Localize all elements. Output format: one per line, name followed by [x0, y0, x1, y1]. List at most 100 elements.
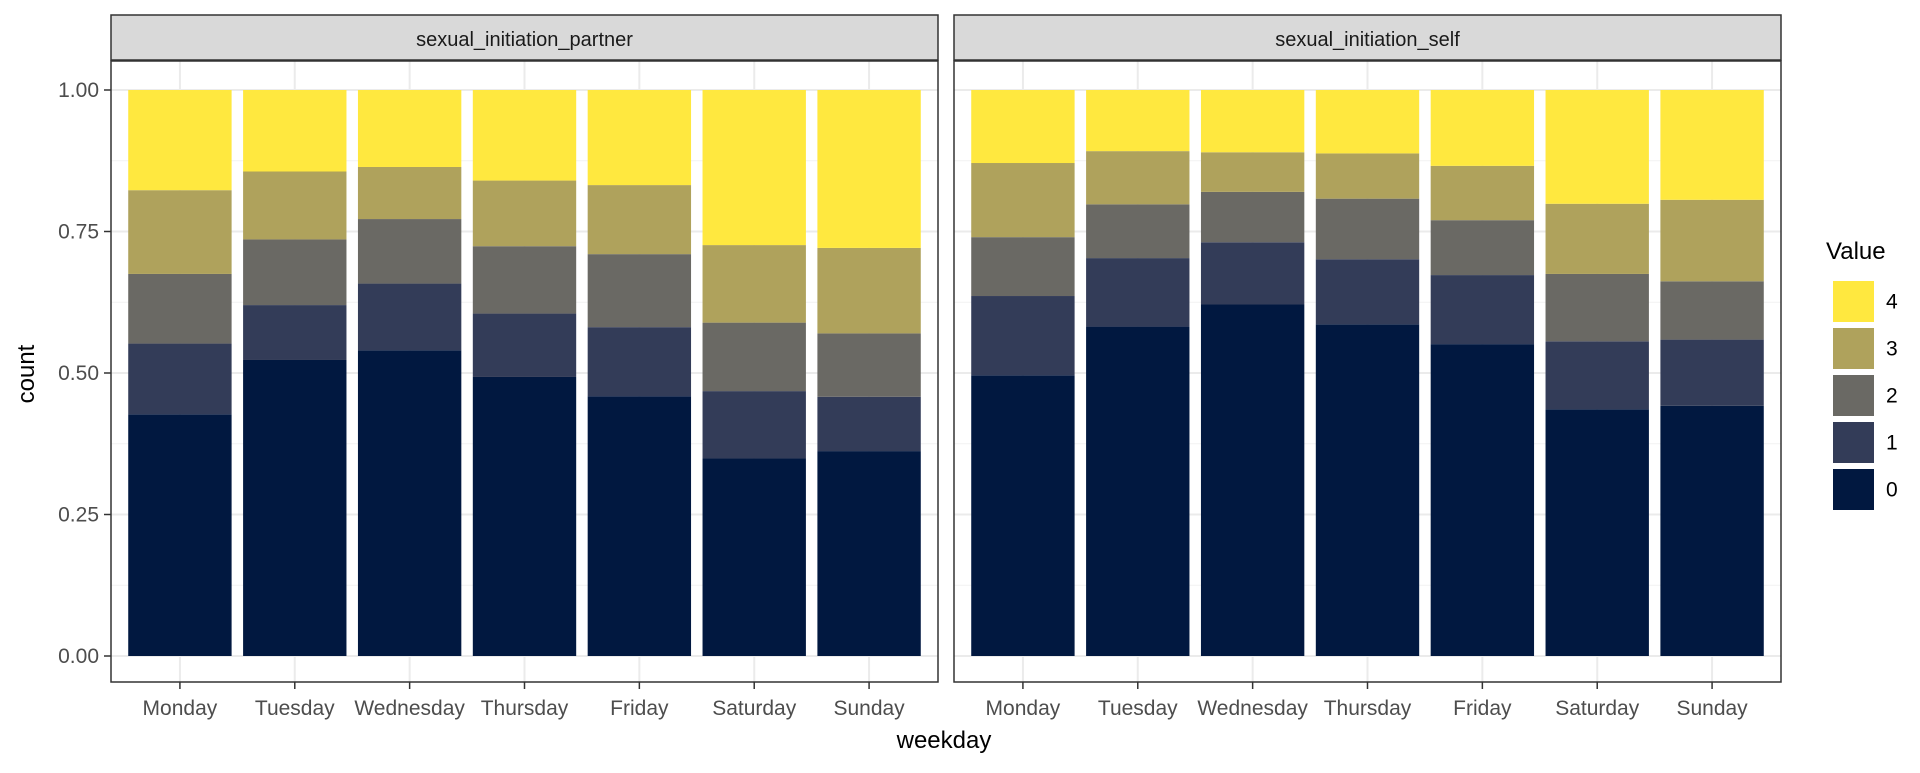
y-axis-label: count — [13, 344, 40, 403]
x-tick-label: Friday — [610, 697, 669, 720]
x-tick-label: Monday — [143, 697, 218, 720]
bar-segment-value-1 — [1315, 259, 1420, 325]
y-tick-label: 0.50 — [58, 362, 99, 385]
bar-segment-value-1 — [1660, 339, 1764, 406]
x-tick-label: Thursday — [1324, 697, 1412, 720]
bar-segment-value-3 — [817, 247, 921, 334]
bar-segment-value-4 — [357, 90, 462, 167]
bar-segment-value-1 — [587, 327, 692, 397]
bar-segment-value-3 — [357, 166, 462, 220]
bar-segment-value-2 — [357, 219, 462, 284]
bar-segment-value-4 — [472, 90, 577, 181]
bar-segment-value-1 — [1200, 242, 1305, 305]
x-tick-label: Thursday — [481, 697, 569, 720]
legend-item-label: 3 — [1886, 338, 1898, 361]
bar-segment-value-3 — [128, 190, 232, 274]
bar-segment-value-0 — [971, 375, 1075, 656]
bar-segment-value-0 — [128, 414, 232, 656]
facet-strip — [953, 14, 1782, 61]
legend-key-1 — [1833, 422, 1874, 463]
bar-segment-value-4 — [1545, 90, 1649, 204]
bar-segment-value-2 — [1315, 198, 1420, 260]
x-tick-label: Wednesday — [1197, 697, 1308, 720]
legend-key-3 — [1833, 328, 1874, 369]
legend-title: Value — [1826, 238, 1886, 265]
bar-segment-value-3 — [1660, 199, 1764, 282]
bar-segment-value-3 — [243, 171, 347, 240]
bar-segment-value-1 — [1086, 258, 1190, 327]
facet-strip-label: sexual_initiation_self — [1275, 29, 1460, 51]
bar-segment-value-3 — [1430, 165, 1535, 221]
bar-segment-value-0 — [357, 350, 462, 656]
bar-segment-value-4 — [1200, 90, 1305, 153]
bar-segment-value-4 — [971, 90, 1075, 164]
x-tick-label: Saturday — [1555, 697, 1640, 720]
x-tick-label: Sunday — [1676, 697, 1748, 720]
bar-segment-value-1 — [1545, 341, 1649, 410]
bar-segment-value-4 — [587, 90, 692, 186]
bar-segment-value-0 — [1200, 304, 1305, 656]
x-tick-label: Friday — [1453, 697, 1512, 720]
bar-segment-value-0 — [472, 376, 577, 656]
x-tick-label: Tuesday — [1098, 697, 1178, 720]
bar-segment-value-3 — [1545, 203, 1649, 274]
bar-segment-value-0 — [1660, 405, 1764, 656]
bar-segment-value-3 — [702, 245, 806, 323]
bar-segment-value-2 — [817, 333, 921, 397]
bar-segment-value-1 — [243, 305, 347, 360]
bar-segment-value-1 — [971, 296, 1075, 376]
legend-key-4 — [1833, 281, 1874, 322]
bar-segment-value-0 — [1545, 409, 1649, 656]
legend-item-label: 4 — [1886, 291, 1898, 314]
bar-segment-value-4 — [1315, 90, 1420, 154]
bar-segment-value-3 — [1086, 151, 1190, 205]
x-axis-label: weekday — [896, 727, 992, 754]
legend-key-0 — [1833, 469, 1874, 510]
bar-segment-value-2 — [1086, 204, 1190, 259]
bar-segment-value-2 — [1430, 220, 1535, 276]
bar-segment-value-0 — [243, 359, 347, 656]
bar-segment-value-1 — [1430, 275, 1535, 345]
bar-segment-value-4 — [702, 90, 806, 246]
y-tick-label: 0.75 — [58, 221, 99, 244]
bar-segment-value-4 — [128, 90, 232, 191]
bar-segment-value-0 — [1430, 344, 1535, 656]
x-tick-label: Sunday — [833, 697, 905, 720]
bar-segment-value-3 — [587, 185, 692, 255]
bar-segment-value-3 — [971, 163, 1075, 238]
bar-segment-value-1 — [817, 396, 921, 452]
y-tick-label: 0.00 — [58, 645, 99, 668]
bar-segment-value-2 — [128, 273, 232, 344]
facet-strip-label: sexual_initiation_partner — [416, 29, 633, 51]
bar-segment-value-2 — [472, 246, 577, 314]
bar-segment-value-0 — [1315, 324, 1420, 656]
facet-strip — [110, 14, 939, 61]
y-tick-label: 0.25 — [58, 504, 99, 527]
bar-segment-value-2 — [1660, 281, 1764, 340]
x-tick-label: Tuesday — [255, 697, 335, 720]
legend-item-label: 0 — [1886, 479, 1898, 502]
bar-segment-value-1 — [702, 391, 806, 459]
bar-segment-value-4 — [243, 90, 347, 172]
bar-segment-value-0 — [817, 451, 921, 656]
bar-segment-value-2 — [1545, 273, 1649, 342]
bar-segment-value-1 — [128, 343, 232, 415]
y-tick-label: 1.00 — [58, 79, 99, 102]
bar-segment-value-4 — [1660, 90, 1764, 200]
bar-segment-value-3 — [1315, 153, 1420, 199]
bar-segment-value-2 — [702, 322, 806, 392]
bar-segment-value-0 — [1086, 326, 1190, 656]
bar-segment-value-3 — [1200, 152, 1305, 192]
bar-segment-value-0 — [587, 396, 692, 656]
bar-segment-value-1 — [472, 313, 577, 377]
bar-segment-value-2 — [243, 239, 347, 306]
bar-segment-value-3 — [472, 180, 577, 247]
x-tick-label: Monday — [986, 697, 1061, 720]
bar-segment-value-4 — [1430, 90, 1535, 166]
bar-segment-value-0 — [702, 458, 806, 656]
bar-segment-value-2 — [587, 254, 692, 328]
bar-segment-value-4 — [1086, 90, 1190, 152]
x-tick-label: Saturday — [712, 697, 797, 720]
